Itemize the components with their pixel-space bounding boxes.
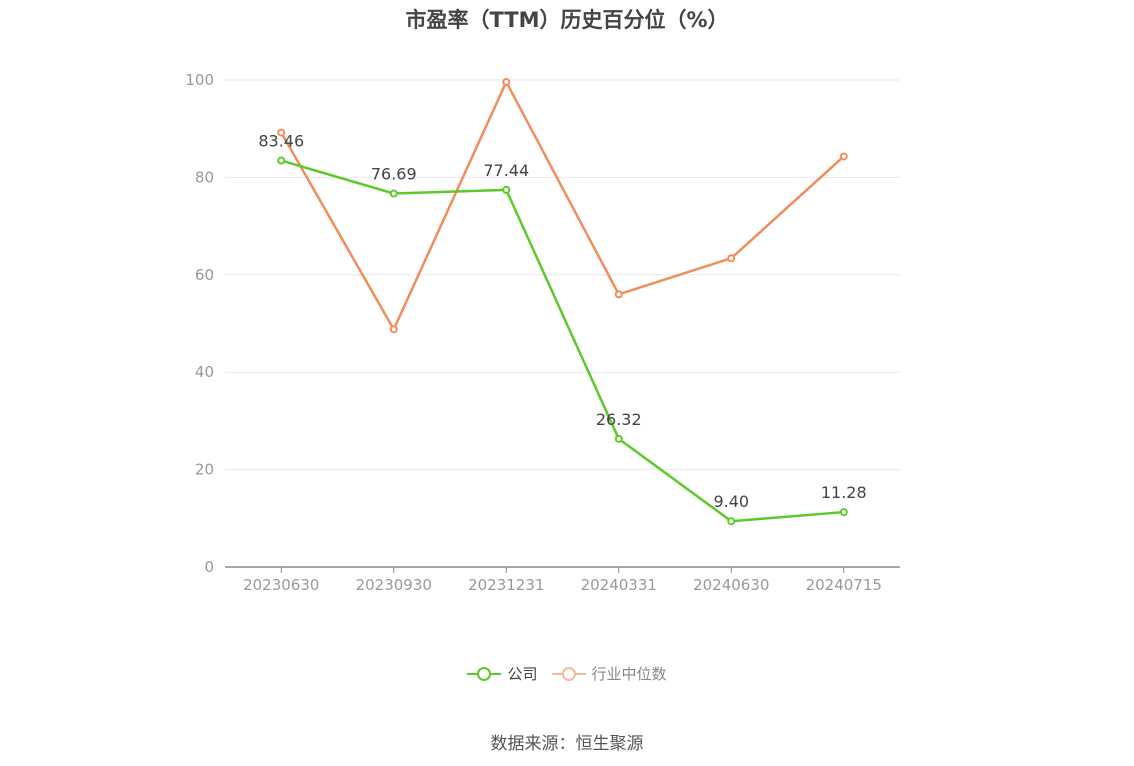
x-tick-label: 20240331 (581, 576, 657, 594)
data-point-industry (839, 152, 848, 161)
series-line-company (280, 159, 844, 523)
data-point-company (502, 185, 511, 194)
y-tick-label: 100 (185, 71, 214, 89)
data-point-company (389, 189, 398, 198)
legend-item-company[interactable]: 公司 (467, 663, 538, 684)
data-point-industry (389, 325, 398, 334)
data-label-company: 9.40 (713, 492, 749, 511)
x-tick-label: 20230930 (356, 576, 432, 594)
x-axis: 20230630 20230930 20231231 20240331 20240630… (225, 566, 900, 594)
data-source: 数据来源：恒生聚源 (490, 734, 644, 754)
y-tick-label: 60 (195, 266, 214, 284)
data-point-company (727, 517, 736, 526)
y-axis: 0 20 40 60 80 100 (185, 71, 214, 576)
data-point-company (839, 508, 848, 517)
x-tick-label: 20240630 (693, 576, 769, 594)
series-line-industry (280, 80, 845, 331)
x-tick-label: 20231231 (468, 576, 544, 594)
series-layer (277, 77, 848, 526)
legend: 公司 行业中位数 (0, 663, 1134, 684)
data-point-industry (502, 77, 511, 86)
data-label-company: 77.44 (483, 161, 529, 180)
x-tick-label: 20230630 (243, 576, 319, 594)
y-tick-label: 80 (195, 168, 214, 186)
data-label-company: 76.69 (371, 165, 417, 184)
data-labels: 83.46 76.69 77.44 26.32 9.40 11.28 (258, 132, 866, 512)
x-tick-label: 20240715 (806, 576, 882, 594)
data-label-company: 11.28 (821, 483, 867, 502)
data-point-industry (277, 128, 286, 137)
y-tick-label: 40 (195, 363, 214, 381)
data-point-industry (614, 290, 623, 299)
chart-title: 市盈率（TTM）历史百分位（%） (405, 8, 729, 32)
data-point-company (277, 156, 286, 165)
y-tick-label: 0 (204, 558, 214, 576)
grid-lines (225, 79, 900, 471)
y-tick-label: 20 (195, 461, 214, 479)
data-label-company: 26.32 (596, 410, 642, 429)
data-point-company (614, 434, 623, 443)
legend-industry-label: 行业中位数 (591, 665, 667, 683)
legend-industry-marker-icon (551, 666, 586, 681)
legend-company-label: 公司 (507, 665, 538, 683)
data-point-industry (727, 254, 736, 263)
legend-company-marker-icon (467, 666, 502, 681)
data-label-company: 83.46 (258, 132, 304, 151)
legend-item-industry[interactable]: 行业中位数 (551, 663, 667, 684)
